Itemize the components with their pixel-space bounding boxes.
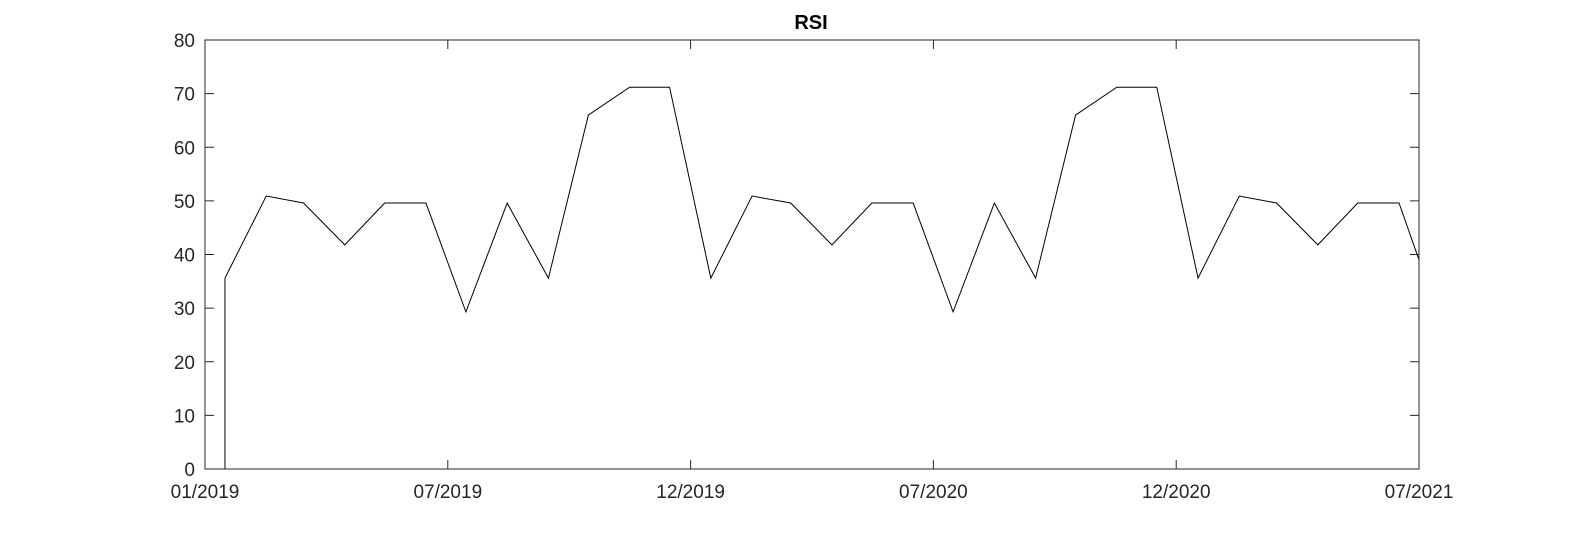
- x-tick-label: 12/2019: [656, 482, 725, 503]
- x-tick-label: 12/2020: [1142, 482, 1211, 503]
- x-tick-label: 07/2020: [899, 482, 968, 503]
- y-tick-label: 0: [184, 460, 195, 481]
- y-tick-label: 10: [174, 406, 195, 427]
- x-tick-label: 01/2019: [171, 482, 240, 503]
- y-tick-label: 50: [174, 192, 195, 213]
- chart-title: RSI: [794, 12, 827, 34]
- y-tick-label: 40: [174, 246, 195, 267]
- y-tick-label: 20: [174, 353, 195, 374]
- rsi-series-line: [205, 86, 1420, 470]
- y-tick-label: 80: [174, 31, 195, 52]
- y-tick-label: 60: [174, 138, 195, 159]
- y-tick-label: 30: [174, 299, 195, 320]
- axes-box: [204, 39, 1420, 470]
- x-tick-label: 07/2021: [1385, 482, 1454, 503]
- y-tick-label: 70: [174, 85, 195, 106]
- plot-area: [205, 86, 1420, 470]
- axes: 0 10 20 30 40 50 60 70 80 01/2019 07/2019 12/2019 07…: [171, 31, 1454, 503]
- x-tick-label: 07/2019: [413, 482, 482, 503]
